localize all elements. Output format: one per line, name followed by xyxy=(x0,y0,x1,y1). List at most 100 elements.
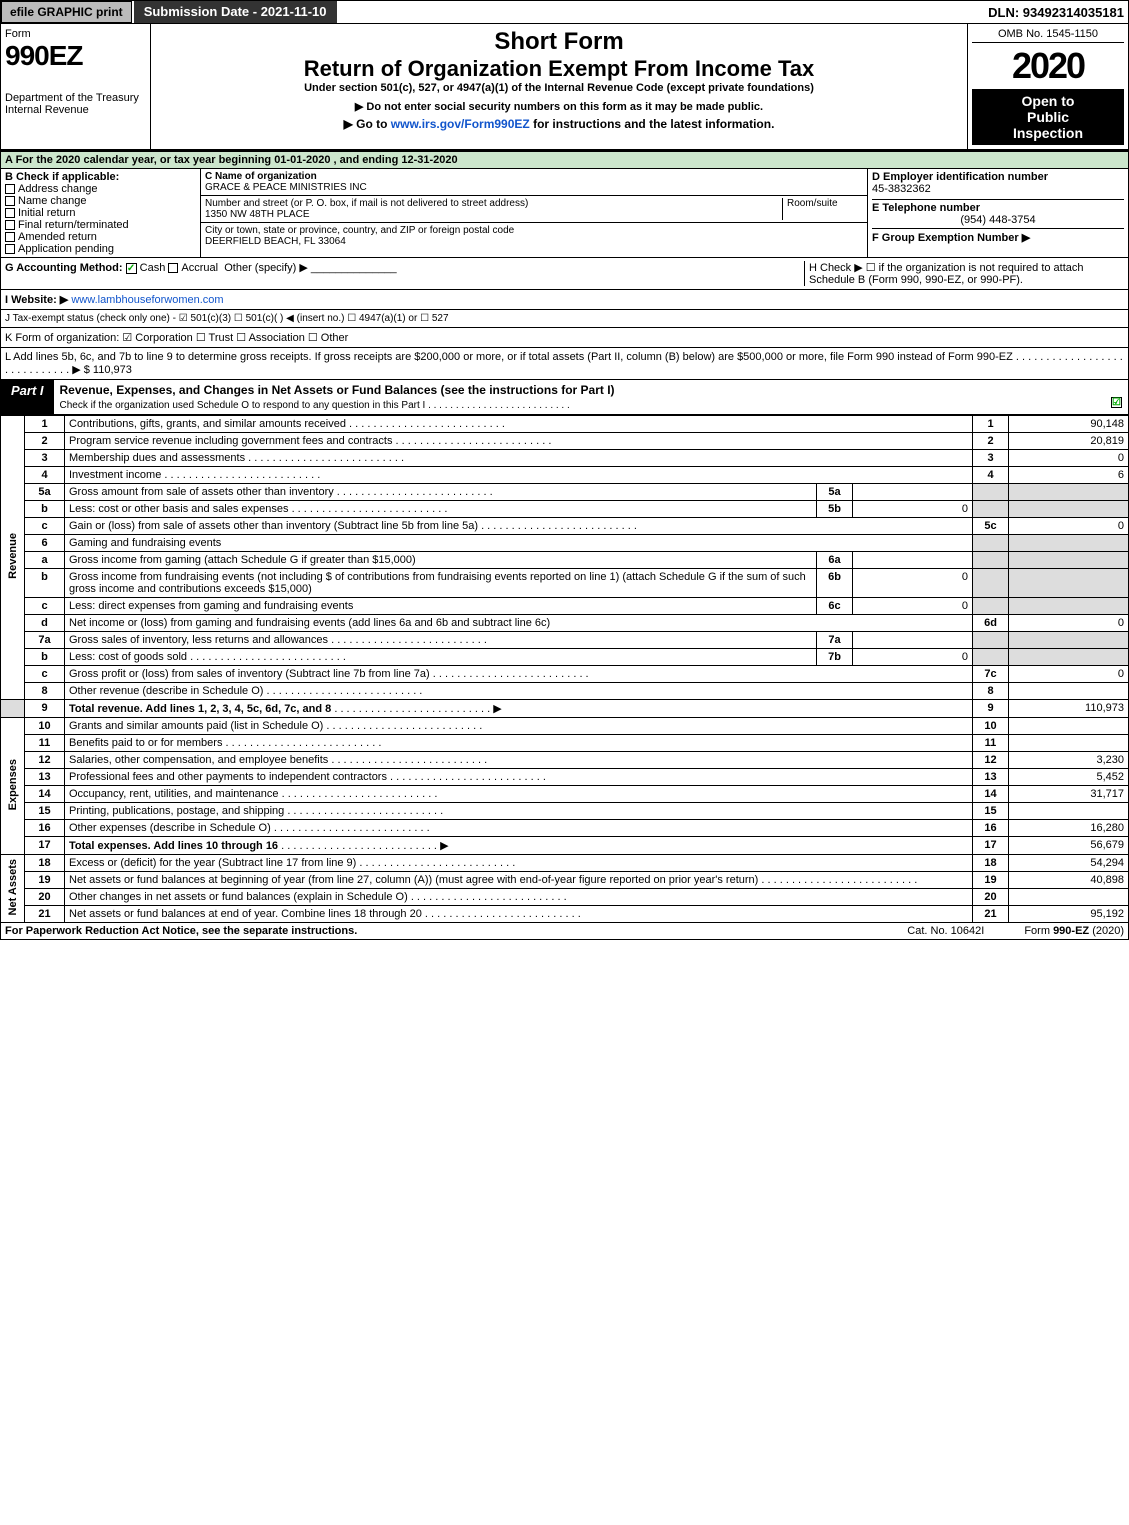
submission-date: Submission Date - 2021-11-10 xyxy=(134,1,337,23)
g-label: G Accounting Method: xyxy=(5,262,123,274)
line-15-amt xyxy=(1009,803,1129,820)
c-city-label: City or town, state or province, country… xyxy=(205,225,514,236)
section-b-to-f: B Check if applicable: Address change Na… xyxy=(0,169,1129,258)
line-5b-subamt: 0 xyxy=(853,501,973,518)
line-16-text: Other expenses (describe in Schedule O) xyxy=(69,822,430,834)
cb-name-change[interactable] xyxy=(5,196,15,206)
cb-part-i-sched-o[interactable]: ☑ xyxy=(1111,397,1122,408)
line-6a-subamt xyxy=(853,552,973,569)
goto-line: ▶ Go to www.irs.gov/Form990EZ for instru… xyxy=(155,117,963,131)
line-13-text: Professional fees and other payments to … xyxy=(69,771,546,783)
line-6b-box: 6b xyxy=(817,569,853,598)
line-7a-subamt xyxy=(853,632,973,649)
line-4-text: Investment income xyxy=(69,469,320,481)
org-city: DEERFIELD BEACH, FL 33064 xyxy=(205,236,514,247)
dept-treasury: Department of the Treasury xyxy=(5,92,146,104)
row-i: I Website: ▶ www.lambhouseforwomen.com xyxy=(0,290,1129,310)
line-5b-box: 5b xyxy=(817,501,853,518)
line-6-text: Gaming and fundraising events xyxy=(65,535,973,552)
cb-accrual[interactable] xyxy=(168,263,178,273)
b-opt-3: Final return/terminated xyxy=(18,219,129,231)
col-c: C Name of organization GRACE & PEACE MIN… xyxy=(201,169,868,257)
b-opt-1: Name change xyxy=(18,195,87,207)
row-g-h: G Accounting Method: ✓ Cash Accrual Othe… xyxy=(0,258,1129,290)
line-1-text: Contributions, gifts, grants, and simila… xyxy=(69,418,505,430)
line-15-text: Printing, publications, postage, and shi… xyxy=(69,805,443,817)
line-5c-text: Gain or (loss) from sale of assets other… xyxy=(69,520,637,532)
line-1-amt: 90,148 xyxy=(1009,416,1129,433)
line-7c-amt: 0 xyxy=(1009,666,1129,683)
line-9-amt: 110,973 xyxy=(1009,700,1129,718)
efile-print-button[interactable]: efile GRAPHIC print xyxy=(1,1,132,23)
f-label: F Group Exemption Number ▶ xyxy=(872,228,1124,244)
line-10-text: Grants and similar amounts paid (list in… xyxy=(69,720,482,732)
line-6a-text: Gross income from gaming (attach Schedul… xyxy=(65,552,817,569)
col-def: D Employer identification number 45-3832… xyxy=(868,169,1128,257)
line-18-text: Excess or (deficit) for the year (Subtra… xyxy=(69,857,515,869)
line-12-text: Salaries, other compensation, and employ… xyxy=(69,754,487,766)
col-b: B Check if applicable: Address change Na… xyxy=(1,169,201,257)
i-label: I Website: ▶ xyxy=(5,294,68,306)
line-21-text: Net assets or fund balances at end of ye… xyxy=(69,908,581,920)
irs-link[interactable]: www.irs.gov/Form990EZ xyxy=(391,117,530,131)
line-11-text: Benefits paid to or for members xyxy=(69,737,381,749)
b-title: B Check if applicable: xyxy=(5,171,196,183)
row-k: K Form of organization: ☑ Corporation ☐ … xyxy=(0,328,1129,348)
c-addr-label: Number and street (or P. O. box, if mail… xyxy=(205,198,778,209)
line-13-amt: 5,452 xyxy=(1009,769,1129,786)
line-4-amt: 6 xyxy=(1009,467,1129,484)
subtitle: Under section 501(c), 527, or 4947(a)(1)… xyxy=(155,82,963,94)
c-name-label: C Name of organization xyxy=(205,171,863,182)
dept-irs: Internal Revenue xyxy=(5,104,146,116)
line-19-amt: 40,898 xyxy=(1009,872,1129,889)
open-line1: Open to xyxy=(1022,93,1075,109)
paperwork-notice: For Paperwork Reduction Act Notice, see … xyxy=(5,925,357,937)
line-7a-box: 7a xyxy=(817,632,853,649)
b-opt-0: Address change xyxy=(18,183,98,195)
line-5c-amt: 0 xyxy=(1009,518,1129,535)
top-bar: efile GRAPHIC print Submission Date - 20… xyxy=(0,0,1129,24)
line-2-text: Program service revenue including govern… xyxy=(69,435,551,447)
ein: 45-3832362 xyxy=(872,183,1124,195)
form-header: Form 990EZ Department of the Treasury In… xyxy=(0,24,1129,151)
line-9-arrow: ▶ xyxy=(493,703,501,715)
line-17-arrow: ▶ xyxy=(440,840,448,852)
cb-address-change[interactable] xyxy=(5,184,15,194)
org-address: 1350 NW 48TH PLACE xyxy=(205,209,778,220)
org-name: GRACE & PEACE MINISTRIES INC xyxy=(205,182,863,193)
line-6c-text: Less: direct expenses from gaming and fu… xyxy=(65,598,817,615)
line-6d-text: Net income or (loss) from gaming and fun… xyxy=(65,615,973,632)
line-6d-amt: 0 xyxy=(1009,615,1129,632)
cb-initial-return[interactable] xyxy=(5,208,15,218)
cb-amended-return[interactable] xyxy=(5,232,15,242)
row-j: J Tax-exempt status (check only one) - ☑… xyxy=(0,310,1129,328)
line-20-text: Other changes in net assets or fund bala… xyxy=(69,891,567,903)
line-7a-text: Gross sales of inventory, less returns a… xyxy=(69,634,487,646)
website-link[interactable]: www.lambhouseforwomen.com xyxy=(71,294,223,306)
line-14-text: Occupancy, rent, utilities, and maintena… xyxy=(69,788,437,800)
line-2-amt: 20,819 xyxy=(1009,433,1129,450)
line-7b-text: Less: cost of goods sold xyxy=(69,651,346,663)
line-5a-text: Gross amount from sale of assets other t… xyxy=(69,486,493,498)
line-6c-box: 6c xyxy=(817,598,853,615)
cb-cash[interactable]: ✓ xyxy=(126,263,137,274)
g-accrual: Accrual xyxy=(181,262,218,274)
line-3-amt: 0 xyxy=(1009,450,1129,467)
open-line2: Public xyxy=(1027,109,1069,125)
g-cash: Cash xyxy=(140,262,166,274)
line-12-amt: 3,230 xyxy=(1009,752,1129,769)
b-opt-2: Initial return xyxy=(18,207,75,219)
cb-application-pending[interactable] xyxy=(5,244,15,254)
open-public-box: Open to Public Inspection xyxy=(972,89,1124,145)
part-i-title: Revenue, Expenses, and Changes in Net As… xyxy=(60,383,615,397)
line-6b-text: Gross income from fundraising events (no… xyxy=(65,569,817,598)
cb-final-return[interactable] xyxy=(5,220,15,230)
line-19-text: Net assets or fund balances at beginning… xyxy=(69,874,917,886)
main-title: Return of Organization Exempt From Incom… xyxy=(155,56,963,82)
g-other: Other (specify) ▶ xyxy=(224,262,308,274)
form-footer: Form 990-EZ (2020) xyxy=(1024,925,1124,937)
line-21-amt: 95,192 xyxy=(1009,906,1129,923)
sider-revenue: Revenue xyxy=(7,533,19,579)
e-label: E Telephone number xyxy=(872,199,1124,214)
goto-pre: ▶ Go to xyxy=(344,117,391,131)
